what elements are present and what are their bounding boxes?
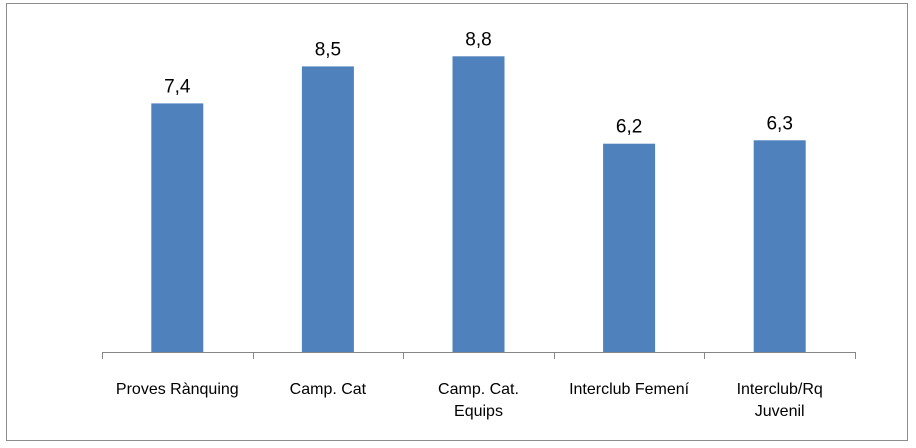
- x-tick-label: Equips: [454, 403, 503, 420]
- data-label: 7,4: [164, 76, 191, 97]
- x-tick-label: Juvenil: [755, 403, 805, 420]
- bar: [753, 140, 806, 352]
- bar: [301, 66, 354, 353]
- data-label: 8,8: [465, 29, 491, 50]
- data-label: 6,2: [616, 117, 642, 138]
- x-tick-label: Interclub Femení: [569, 381, 690, 398]
- data-label: 8,5: [315, 39, 341, 60]
- bar: [452, 56, 505, 353]
- bar: [151, 103, 204, 353]
- x-tick-label: Interclub/Rq: [737, 381, 823, 398]
- x-tick-label: Proves Rànquing: [116, 381, 239, 398]
- x-tick-label: Camp. Cat: [290, 381, 367, 398]
- data-label: 6,3: [766, 113, 792, 134]
- x-tick-label: Camp. Cat.: [438, 381, 519, 398]
- bar: [603, 143, 656, 352]
